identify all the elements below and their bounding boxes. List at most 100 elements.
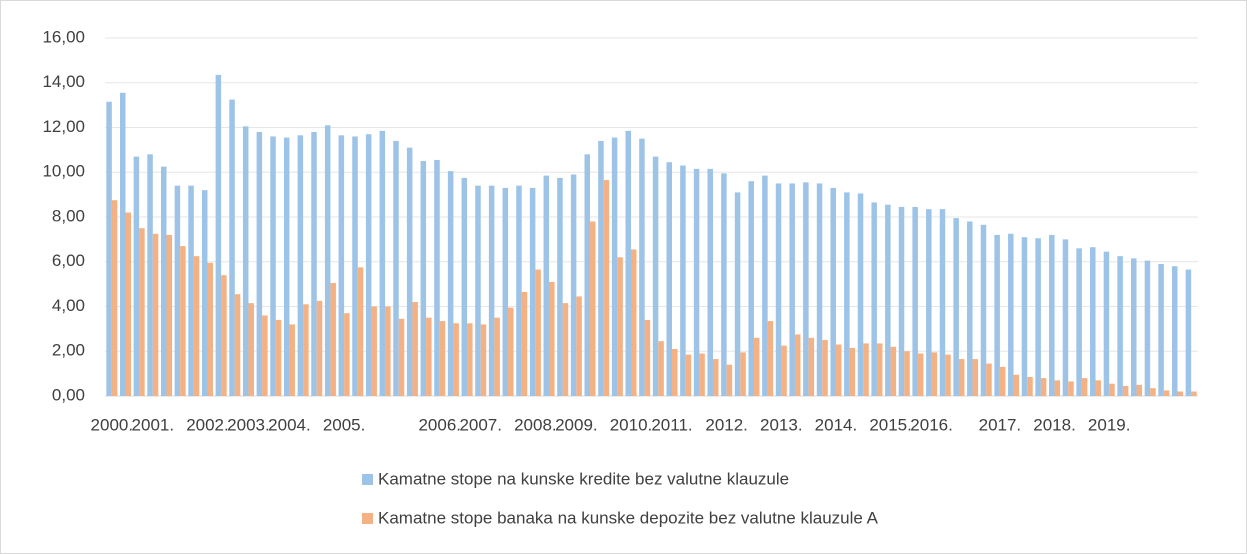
bar	[311, 131, 317, 396]
bar	[863, 343, 869, 396]
bar	[1081, 378, 1088, 396]
bar	[234, 294, 241, 396]
bar	[160, 166, 167, 396]
bar	[242, 126, 249, 396]
bar	[740, 352, 746, 396]
bar	[1122, 385, 1129, 396]
legend-swatch	[362, 513, 373, 524]
bar	[931, 352, 938, 396]
bar	[1136, 384, 1143, 396]
bar	[357, 267, 364, 396]
x-tick-label: 2019.	[1088, 415, 1131, 434]
bar	[699, 353, 705, 396]
bar	[529, 187, 536, 396]
bar	[426, 317, 432, 396]
bar	[562, 303, 569, 396]
x-tick-label: 2015.	[869, 415, 912, 434]
x-tick-label: 2011.	[651, 415, 692, 434]
bar	[666, 162, 672, 396]
x-tick-label: 2010.	[610, 415, 653, 434]
bar	[111, 200, 118, 396]
bar	[816, 183, 823, 396]
bar	[412, 302, 418, 396]
bar	[447, 171, 454, 396]
bar	[830, 187, 836, 396]
bar	[917, 353, 924, 396]
bar	[221, 275, 227, 396]
y-tick-label: 6,00	[52, 251, 85, 270]
x-tick-label: 2000.	[91, 415, 134, 434]
x-tick-label: 2004.	[268, 415, 311, 434]
x-tick-label: 2017.	[979, 415, 1022, 434]
x-tick-label: 2001.	[132, 415, 175, 434]
y-tick-label: 4,00	[52, 296, 85, 315]
bar	[1177, 391, 1184, 396]
bar	[748, 181, 754, 396]
bar	[215, 74, 222, 396]
bar	[229, 99, 235, 396]
bar	[767, 321, 774, 396]
bar	[1131, 258, 1137, 396]
bar	[152, 233, 159, 396]
bar	[945, 354, 951, 396]
bar	[734, 192, 741, 396]
bar	[303, 304, 309, 396]
bar	[1076, 248, 1082, 396]
bar	[371, 306, 377, 396]
bar	[352, 136, 358, 396]
bar	[680, 165, 686, 396]
y-tick-label: 16,00	[42, 27, 85, 46]
bar	[967, 221, 973, 396]
bar	[494, 317, 500, 396]
bar	[598, 140, 604, 396]
bar	[508, 307, 514, 396]
bar	[467, 323, 473, 396]
bar	[434, 159, 440, 396]
bar	[617, 257, 623, 396]
bar	[147, 154, 153, 396]
bar	[475, 185, 481, 396]
bar	[803, 182, 809, 396]
bar	[871, 202, 877, 396]
bar	[480, 324, 487, 396]
bar	[1158, 263, 1164, 396]
legend-swatch	[362, 474, 373, 485]
bar	[980, 224, 987, 396]
legend-label: Kamatne stope na kunske kredite bez valu…	[378, 469, 789, 488]
y-tick-label: 14,00	[42, 72, 85, 91]
bar	[652, 156, 659, 396]
bar	[365, 134, 372, 396]
x-tick-label: 2007.	[459, 415, 502, 434]
bar	[721, 173, 727, 396]
bar	[385, 306, 391, 396]
bar	[570, 174, 577, 396]
bar	[857, 193, 864, 396]
bar	[876, 343, 883, 396]
bar	[584, 154, 591, 396]
x-tick-label: 2014.	[815, 415, 858, 434]
bar	[549, 281, 555, 396]
bar	[461, 177, 468, 396]
bar	[1163, 390, 1170, 396]
x-tick-label: 2002.	[186, 415, 229, 434]
bar	[316, 300, 323, 396]
bar	[1185, 269, 1192, 396]
bar	[420, 161, 427, 396]
bar	[986, 363, 992, 396]
bar	[1109, 383, 1115, 396]
bar	[794, 334, 801, 396]
bar	[188, 185, 194, 396]
bar	[762, 175, 768, 396]
bar	[393, 140, 399, 396]
bar	[625, 130, 632, 396]
bar	[753, 337, 760, 396]
x-tick-label: 2005.	[323, 415, 366, 434]
bar	[999, 366, 1006, 396]
bar	[535, 269, 541, 396]
bar	[262, 315, 268, 396]
bar	[502, 187, 509, 396]
y-tick-label: 2,00	[52, 341, 85, 360]
bar	[275, 319, 282, 396]
bar	[1103, 251, 1110, 396]
